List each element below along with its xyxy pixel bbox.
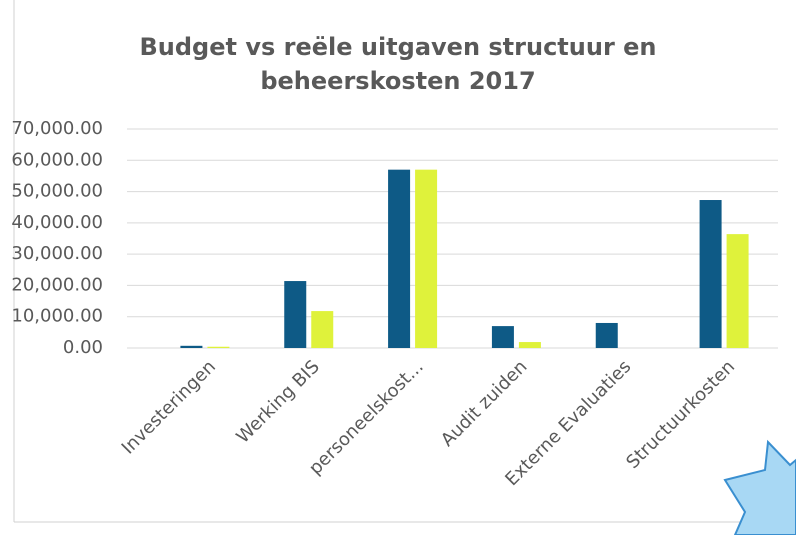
bar xyxy=(311,311,334,348)
y-tick-label: 60,000.00 xyxy=(11,149,103,170)
star-decoration xyxy=(723,439,796,535)
y-tick-label: 70,000.00 xyxy=(11,118,103,139)
bar xyxy=(518,342,541,348)
bar xyxy=(388,169,411,348)
y-tick-label: 30,000.00 xyxy=(11,243,103,264)
bar xyxy=(207,346,230,348)
chart-title: beheerskosten 2017 xyxy=(260,67,535,95)
bar xyxy=(284,281,307,348)
y-tick-label: 10,000.00 xyxy=(11,306,103,327)
y-tick-label: 50,000.00 xyxy=(11,181,103,202)
y-tick-label: 20,000.00 xyxy=(11,274,103,295)
bar xyxy=(699,200,722,348)
bar xyxy=(180,345,203,348)
bar xyxy=(595,322,618,348)
bar xyxy=(491,326,514,348)
bar xyxy=(415,169,438,348)
y-tick-label: 0.00 xyxy=(63,337,103,358)
chart-title: Budget vs reële uitgaven structuur en xyxy=(139,33,656,61)
bar xyxy=(726,234,749,348)
y-tick-label: 40,000.00 xyxy=(11,212,103,233)
